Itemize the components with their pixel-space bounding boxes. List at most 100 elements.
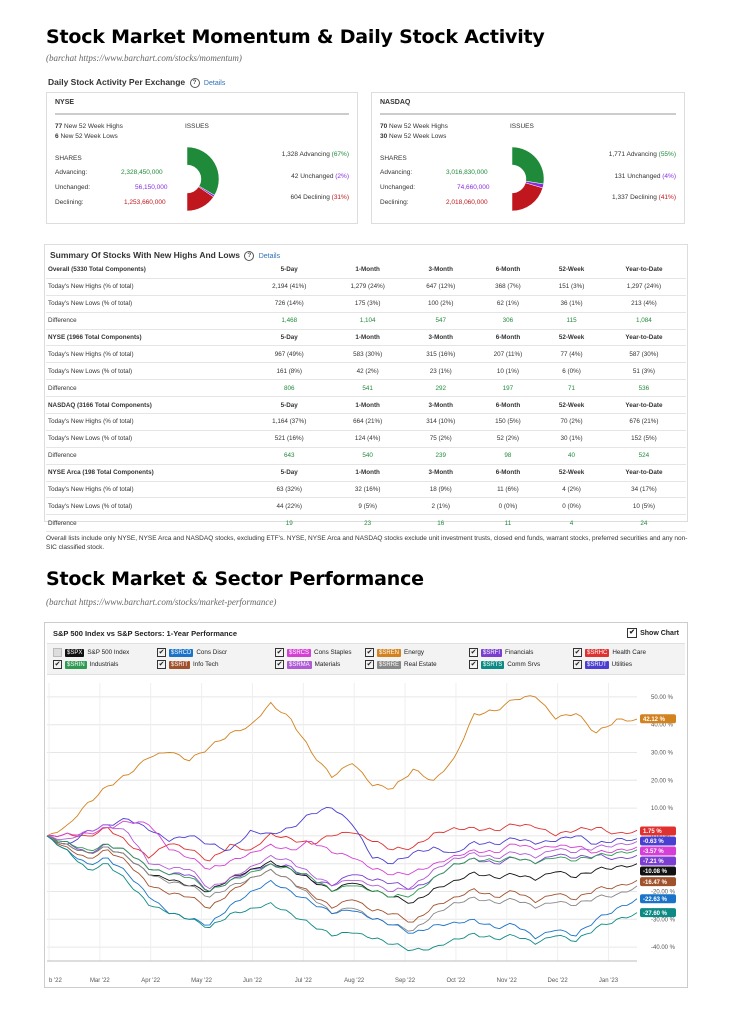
checkbox-icon[interactable]: ✔ (469, 648, 478, 657)
end-value-text: -22.63 % (643, 897, 668, 903)
table-cell: 44 (22%) (250, 497, 329, 516)
table-cell: NYSE (1966 Total Components) (46, 329, 250, 347)
checkbox-icon[interactable]: ✔ (157, 648, 166, 657)
nasdaq-donut (511, 146, 545, 212)
legend-item[interactable]: ✔ $SRHC Health Care (573, 648, 646, 658)
table-cell: 70 (2%) (541, 413, 602, 431)
y-tick-label: -30.00 % (651, 917, 676, 923)
y-tick-label: 40.00 % (651, 723, 674, 729)
series-legend: $SPX S&P 500 Index ✔ $SRCD Cons Discr ✔ $SRCS C… (47, 643, 685, 675)
page-title-performance: Stock Market & Sector Performance (46, 568, 424, 590)
table-cell: Today's New Lows (% of total) (46, 430, 250, 448)
checkbox-icon[interactable]: ✔ (573, 660, 582, 669)
legend-item[interactable]: $SPX S&P 500 Index (53, 648, 129, 658)
legend-name: Real Estate (404, 661, 437, 669)
legend-item[interactable]: ✔ $SRRE Real Estate (365, 660, 437, 670)
x-tick-label: Mar '22 (90, 978, 110, 984)
y-tick-label: 50.00 % (651, 695, 674, 701)
legend-symbol: $SRUT (585, 661, 609, 670)
show-chart-toggle[interactable]: ✔ Show Chart (627, 628, 679, 638)
checkbox-icon[interactable]: ✔ (469, 660, 478, 669)
table-cell: 547 (406, 312, 475, 330)
table-cell: 52-Week (541, 262, 602, 279)
x-tick-label: Jan '23 (599, 978, 619, 984)
source-momentum: (barchat https://www.barchart.com/stocks… (46, 53, 242, 63)
nyse-adv-shares: 2,328,450,000 (121, 169, 163, 176)
table-cell: 42 (2%) (328, 362, 407, 381)
end-value-label: -27.60 % (640, 908, 676, 918)
end-value-text: -0.63 % (643, 839, 664, 845)
nasdaq-new-lows: 30 New 52 Week Lows (380, 133, 447, 140)
summary-details-link[interactable]: Details (258, 253, 281, 260)
table-cell: Year-to-Date (601, 396, 686, 415)
checkbox-icon[interactable] (53, 648, 62, 657)
question-circle-icon[interactable]: ? (189, 77, 200, 88)
legend-item[interactable]: ✔ $SRUT Utilities (573, 660, 632, 670)
activity-details-link[interactable]: Details (203, 80, 226, 87)
table-cell: 52 (2%) (474, 430, 542, 448)
table-row: Today's New Highs (% of total) 2,194 (41%… (46, 278, 686, 296)
table-cell: 643 (250, 447, 329, 465)
table-cell: 541 (328, 379, 407, 398)
table-cell: 51 (3%) (601, 362, 686, 381)
legend-item[interactable]: ✔ $SRFI Financials (469, 648, 533, 658)
nyse-donut-slices (186, 146, 220, 212)
checkbox-icon[interactable]: ✔ (627, 628, 638, 638)
legend-symbol: $SREN (377, 649, 402, 658)
end-value-text: 1.75 % (643, 829, 662, 835)
question-circle-icon[interactable]: ? (244, 250, 255, 261)
x-tick-label: b '22 (49, 978, 62, 984)
nasdaq-dec-shares: 2,018,060,000 (446, 199, 488, 206)
table-cell: 806 (250, 379, 329, 398)
line-chart[interactable]: 50.00 %40.00 %30.00 %20.00 %10.00 %0.00 … (45, 675, 687, 987)
x-tick-label: May '22 (191, 978, 212, 984)
legend-item[interactable]: ✔ $SREN Energy (365, 648, 424, 658)
legend-item[interactable]: ✔ $SRCS Cons Staples (275, 648, 352, 658)
table-cell: NYSE Arca (198 Total Components) (46, 464, 250, 482)
table-cell: 40 (541, 447, 602, 465)
checkbox-icon[interactable]: ✔ (573, 648, 582, 657)
end-value-label: -22.63 % (640, 894, 676, 904)
checkbox-icon[interactable]: ✔ (275, 660, 284, 669)
table-cell: Difference (46, 447, 250, 465)
end-value-tag (640, 856, 676, 866)
table-cell: 150 (5%) (474, 413, 542, 431)
checkbox-icon[interactable]: ✔ (365, 648, 374, 657)
nyse-unc-label: Unchanged: (55, 184, 91, 191)
legend-item[interactable]: ✔ $SRCD Cons Discr (157, 648, 227, 658)
table-cell: 98 (474, 447, 542, 465)
legend-item[interactable]: ✔ $SRIN Industrials (53, 660, 118, 670)
nyse-panel-title: NYSE (55, 99, 75, 106)
legend-item[interactable]: ✔ $SRMA Materials (275, 660, 340, 670)
legend-name: Comm Srvs (507, 661, 541, 669)
table-cell: 314 (10%) (406, 413, 475, 431)
table-cell: 583 (30%) (328, 345, 407, 364)
x-tick-label: Dec '22 (548, 978, 569, 984)
nasdaq-shares-label: SHARES (380, 155, 407, 162)
table-cell: 4 (541, 514, 602, 533)
legend-item[interactable]: ✔ $SRTS Comm Srvs (469, 660, 541, 670)
table-cell: Year-to-Date (601, 262, 686, 279)
table-cell: 1,084 (601, 312, 686, 330)
summary-table: Overall (5330 Total Components) 5-Day 1-Mo… (46, 262, 686, 533)
table-cell: 521 (16%) (250, 430, 329, 448)
checkbox-icon[interactable]: ✔ (275, 648, 284, 657)
legend-name: Info Tech (193, 661, 219, 669)
legend-item[interactable]: ✔ $SRIT Info Tech (157, 660, 219, 670)
legend-name: Cons Staples (314, 649, 352, 657)
checkbox-icon[interactable]: ✔ (365, 660, 374, 669)
table-cell: 536 (601, 379, 686, 398)
series-line (46, 835, 638, 932)
table-cell: 540 (328, 447, 407, 465)
nasdaq-panel-title: NASDAQ (380, 99, 411, 106)
table-row: Overall (5330 Total Components) 5-Day 1-Mo… (46, 262, 686, 279)
end-value-label: -16.47 % (640, 877, 676, 887)
table-cell: 1-Month (328, 464, 407, 482)
table-cell: 664 (21%) (328, 413, 407, 431)
table-row: Difference 643 540 239 98 40 524 (46, 447, 686, 465)
end-value-tag (640, 826, 676, 836)
legend-symbol: $SRCD (169, 649, 194, 658)
checkbox-icon[interactable]: ✔ (53, 660, 62, 669)
checkbox-icon[interactable]: ✔ (157, 660, 166, 669)
end-value-label: 1.75 % (640, 826, 676, 836)
